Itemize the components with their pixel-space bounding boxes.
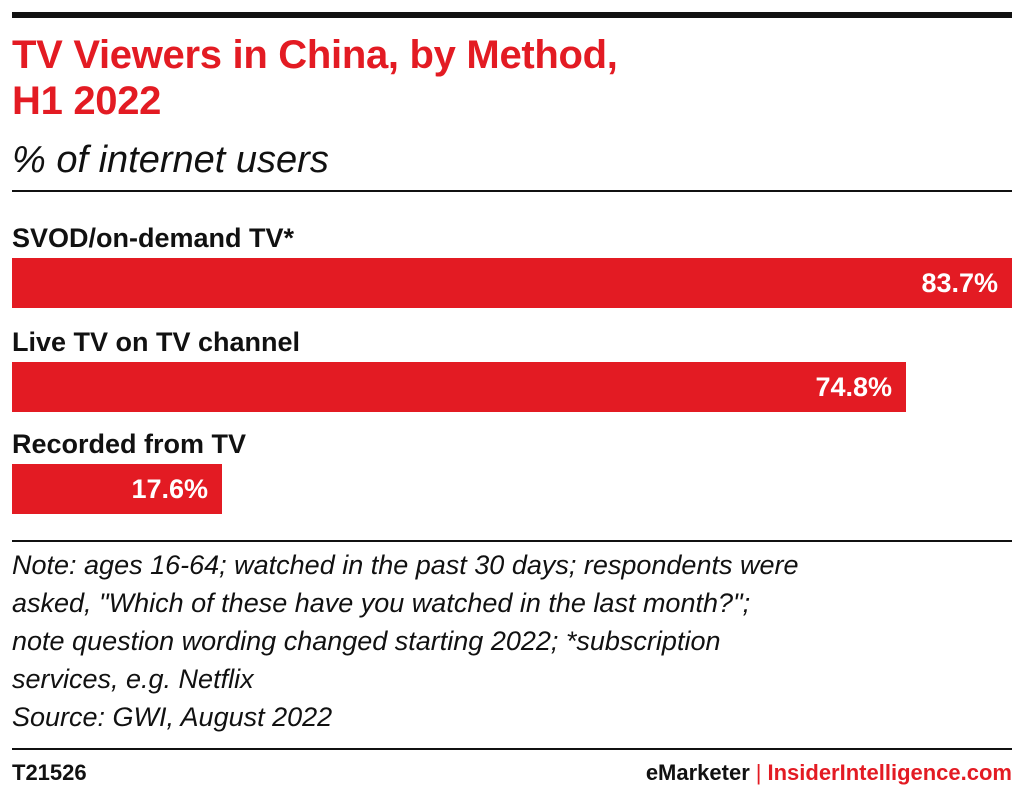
bar-category-label: Recorded from TV xyxy=(12,429,247,459)
notes-divider xyxy=(12,540,1012,542)
bar-value-label: 17.6% xyxy=(131,474,208,504)
brand-separator: | xyxy=(755,760,762,785)
note-line-3: note question wording changed starting 2… xyxy=(12,626,721,656)
chart-title-line2: H1 2022 xyxy=(12,79,162,123)
bar-value-label: 83.7% xyxy=(921,268,998,298)
chart-title: TV Viewers in China, by Method, H1 2022 xyxy=(12,32,912,124)
brand-insiderintelligence-link[interactable]: InsiderIntelligence.com xyxy=(767,760,1012,785)
note-line-4: services, e.g. Netflix xyxy=(12,664,254,694)
brand-emarketer: eMarketer xyxy=(645,760,750,785)
bar-category-label: Live TV on TV channel xyxy=(12,327,301,357)
header-divider xyxy=(12,190,1012,192)
bar xyxy=(12,258,1012,308)
note-line-2: asked, "Which of these have you watched … xyxy=(12,588,751,618)
bar xyxy=(12,464,222,514)
footer-divider xyxy=(12,748,1012,750)
footer-brand: eMarketer | InsiderIntelligence.com xyxy=(646,760,1012,786)
bar xyxy=(12,362,906,412)
top-rule xyxy=(12,12,1012,18)
chart-title-line1: TV Viewers in China, by Method, xyxy=(12,33,618,77)
chart-notes: Note: ages 16-64; watched in the past 30… xyxy=(12,546,1012,736)
bar-category-label: SVOD/on-demand TV* xyxy=(12,223,295,253)
note-line-1: Note: ages 16-64; watched in the past 30… xyxy=(12,550,799,580)
chart-id: T21526 xyxy=(12,760,87,785)
bar-value-label: 74.8% xyxy=(815,372,892,402)
chart-subtitle: % of internet users xyxy=(12,139,329,181)
source-line: Source: GWI, August 2022 xyxy=(12,702,333,732)
